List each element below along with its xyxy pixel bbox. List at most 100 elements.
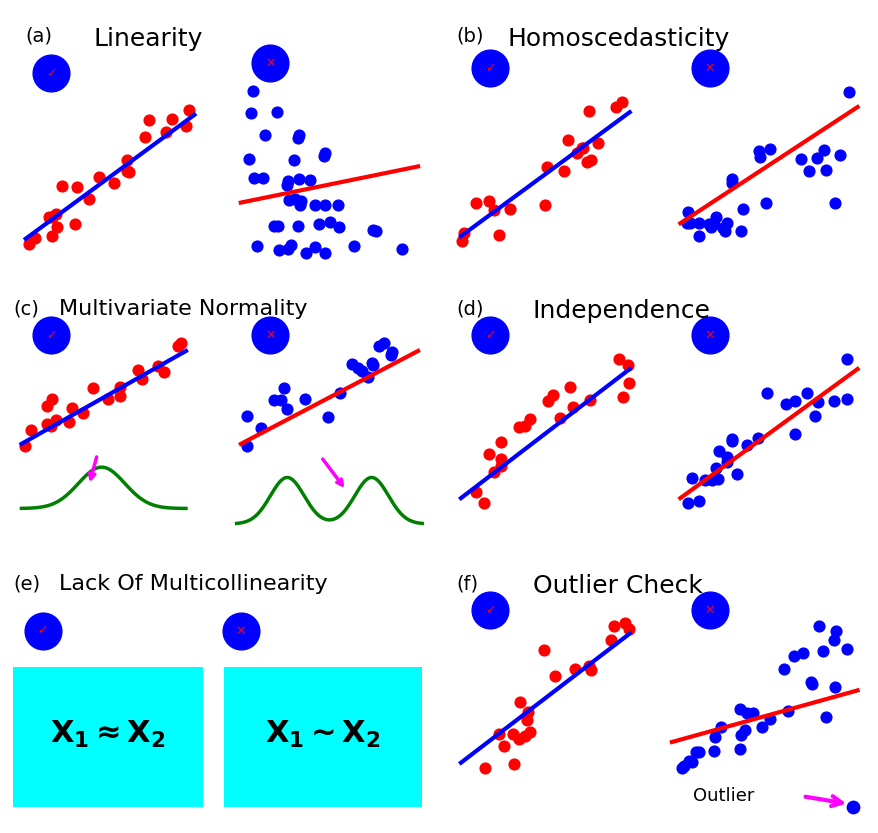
Point [478, 761, 492, 775]
Point [710, 472, 724, 486]
Point [680, 206, 694, 219]
Text: (f): (f) [457, 574, 479, 593]
Point [40, 400, 54, 413]
Text: (d): (d) [457, 299, 484, 318]
Text: $\mathbf{X_1 \approx X_2}$: $\mathbf{X_1 \approx X_2}$ [50, 719, 166, 750]
Point [281, 242, 295, 256]
Point [733, 224, 747, 237]
Point [684, 471, 698, 485]
Point [234, 625, 248, 638]
Point [112, 390, 126, 403]
Point [788, 394, 802, 407]
Text: Lack Of Multicollinearity: Lack Of Multicollinearity [60, 574, 327, 594]
Point [377, 337, 391, 350]
Point [708, 211, 722, 224]
Point [107, 176, 121, 189]
Point [754, 720, 768, 733]
Point [277, 382, 291, 395]
Text: Outlier: Outlier [692, 787, 753, 806]
Point [691, 746, 705, 759]
Point [827, 681, 841, 694]
Text: (a): (a) [25, 27, 53, 46]
Text: Multivariate Normality: Multivariate Normality [60, 299, 307, 319]
Point [519, 713, 533, 726]
Point [483, 62, 497, 75]
Point [751, 145, 765, 158]
Point [344, 357, 358, 370]
Point [839, 392, 853, 406]
Point [562, 380, 576, 393]
Point [691, 217, 705, 230]
Point [560, 133, 574, 147]
Point [267, 220, 281, 233]
Point [68, 217, 82, 231]
Point [282, 193, 296, 207]
Point [825, 634, 839, 647]
Point [45, 229, 59, 242]
Point [701, 217, 715, 231]
Point [170, 339, 184, 352]
Point [270, 219, 284, 232]
Point [733, 728, 747, 741]
Point [801, 164, 815, 177]
Point [680, 496, 694, 510]
Point [122, 165, 136, 178]
Point [454, 235, 468, 248]
Point [62, 416, 76, 429]
Point [717, 224, 731, 237]
Text: (e): (e) [13, 574, 40, 593]
Point [565, 401, 579, 414]
Point [794, 152, 808, 166]
Point [583, 393, 597, 407]
Point [246, 84, 260, 97]
Point [157, 366, 171, 379]
Point [799, 387, 813, 400]
Point [266, 393, 280, 407]
Point [608, 101, 623, 114]
Point [307, 199, 321, 212]
Point [138, 131, 152, 144]
Point [35, 625, 49, 638]
Point [512, 421, 526, 434]
Point [281, 174, 295, 187]
Point [691, 495, 705, 508]
Point [49, 413, 63, 426]
Point [159, 126, 173, 139]
Point [579, 156, 594, 169]
Point [517, 730, 531, 743]
Point [581, 105, 595, 118]
Point [622, 623, 636, 636]
Point [49, 221, 63, 234]
Point [709, 461, 723, 474]
Point [739, 706, 753, 720]
Point [621, 376, 635, 389]
Point [702, 220, 716, 233]
Point [120, 164, 134, 177]
Text: (b): (b) [457, 27, 484, 46]
Point [481, 447, 495, 461]
Point [506, 727, 520, 741]
Point [617, 616, 631, 630]
Point [574, 142, 588, 155]
Point [42, 211, 56, 224]
Point [518, 419, 532, 432]
Point [688, 746, 702, 759]
Point [676, 759, 690, 772]
Point [739, 438, 753, 451]
Point [583, 153, 597, 167]
Point [18, 440, 32, 453]
Text: ✓: ✓ [485, 62, 495, 75]
Point [738, 723, 752, 736]
Point [736, 202, 750, 216]
Point [730, 467, 744, 481]
Point [778, 397, 792, 411]
Point [279, 402, 293, 416]
Point [493, 452, 507, 466]
Point [253, 421, 267, 435]
Point [101, 392, 115, 406]
Point [590, 136, 604, 149]
Point [131, 363, 145, 377]
Point [482, 195, 496, 208]
Point [745, 706, 759, 720]
Point [64, 402, 78, 415]
